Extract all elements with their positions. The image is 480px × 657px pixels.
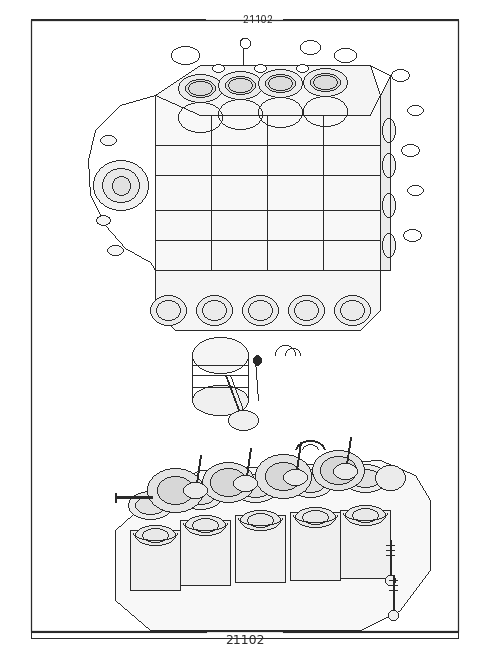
Text: 21102: 21102 <box>225 634 264 647</box>
Bar <box>31 20 458 631</box>
